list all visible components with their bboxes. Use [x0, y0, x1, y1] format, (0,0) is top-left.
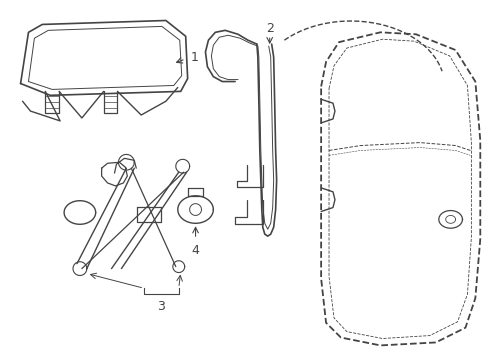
Text: 4: 4 [191, 244, 199, 257]
Text: 1: 1 [190, 51, 198, 64]
Text: 3: 3 [157, 300, 164, 313]
Text: 2: 2 [265, 22, 273, 35]
